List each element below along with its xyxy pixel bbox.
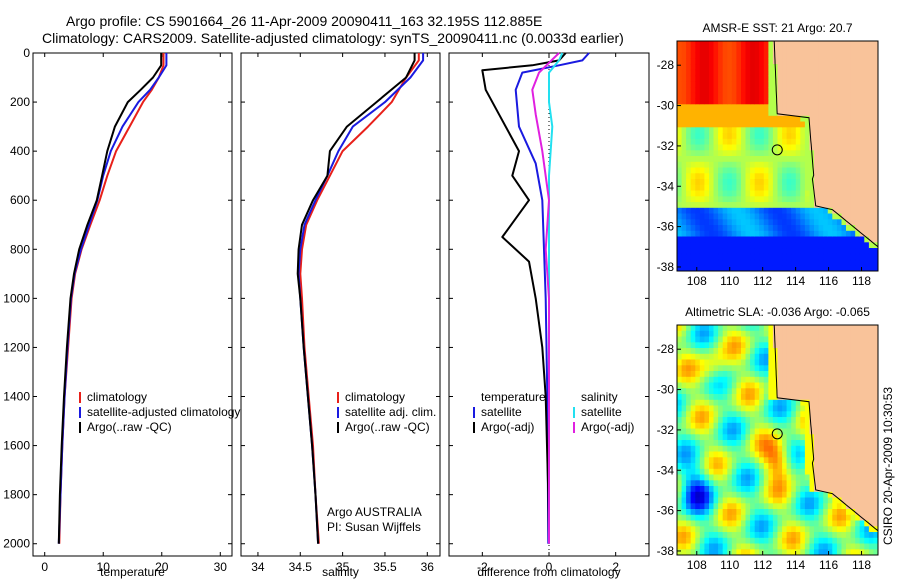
map-field	[677, 41, 878, 271]
series-line-2	[57, 53, 163, 544]
x-tick-label: 114	[786, 274, 805, 288]
map-field	[677, 325, 878, 555]
annotation-label: Argo AUSTRALIA	[327, 505, 422, 519]
x-tick-label: 2	[612, 560, 619, 574]
coastline	[773, 325, 878, 532]
x-tick-label: 116	[819, 558, 838, 572]
plot-frame	[32, 52, 233, 557]
x-tick-label: 35.5	[373, 560, 397, 574]
x-tick-label: 34	[251, 560, 265, 574]
y-tick-label: -28	[657, 58, 675, 72]
argo-location-marker	[771, 144, 783, 156]
x-tick-label: 0	[546, 560, 553, 574]
x-axis-label: temperature	[100, 565, 165, 579]
x-tick-label: 10	[97, 560, 111, 574]
legend-label: satellite adj. clim.	[345, 405, 436, 419]
y-tick-label: -30	[657, 383, 675, 397]
legend-label: climatology	[87, 390, 147, 404]
plot-frame	[240, 52, 441, 557]
y-tick-label: 600	[10, 193, 30, 207]
y-tick-label: -32	[657, 139, 675, 153]
x-tick-label: 118	[852, 274, 871, 288]
credit-label: CSIRO 20-Apr-2009 10:30:53	[881, 387, 895, 545]
y-tick-label: 1400	[3, 390, 30, 404]
legend-label: satellite-adjusted climatology	[87, 405, 240, 419]
legend-label: temperature	[481, 390, 546, 404]
annotation-label: PI: Susan Wijffels	[327, 520, 421, 534]
x-tick-label: 34.5	[289, 560, 313, 574]
title-line-1: Argo profile: CS 5901664_26 11-Apr-2009 …	[66, 13, 542, 29]
x-tick-label: 114	[786, 558, 805, 572]
legend-label: satellite	[581, 405, 622, 419]
legend-label: Argo(..raw -QC)	[345, 420, 430, 434]
y-tick-label: 200	[10, 95, 30, 109]
map-title: AMSR-E SST: 21 Argo: 20.7	[702, 21, 852, 35]
series-line-2	[548, 52, 564, 544]
x-tick-label: 30	[214, 560, 228, 574]
y-tick-label: 1800	[3, 488, 30, 502]
argo-location-marker	[771, 428, 783, 440]
y-tick-label: 400	[10, 144, 30, 158]
x-tick-label: 116	[819, 274, 838, 288]
y-tick-label: -36	[657, 220, 675, 234]
x-tick-label: 110	[720, 274, 739, 288]
x-tick-label: 112	[753, 274, 772, 288]
legend-label: salinity	[581, 390, 618, 404]
y-tick-label: 1200	[3, 340, 30, 354]
sst-map: AMSR-E SST: 21 Argo: 20.7 108 110 112 114 116…	[657, 21, 879, 288]
x-tick-label: 0	[41, 560, 48, 574]
series-line-2	[296, 53, 416, 544]
series-line-1	[481, 52, 567, 544]
x-axis-label: difference from climatology	[477, 565, 620, 579]
y-tick-label: 2000	[3, 537, 30, 551]
temperature-panel: 0 200 400 600 800 1000 1200 1400 1600 1800 2000 0 10…	[3, 46, 240, 579]
map-frame	[676, 324, 879, 556]
legend-label: Argo(..raw -QC)	[87, 420, 172, 434]
title-line-2: Climatology: CARS2009. Satellite-adjuste…	[42, 30, 624, 46]
sla-map: Altimetric SLA: -0.036 Argo: -0.065 108 11…	[657, 305, 879, 572]
y-tick-label: 1000	[3, 291, 30, 305]
x-tick-label: 108	[687, 558, 707, 572]
x-tick-label: 110	[720, 558, 739, 572]
x-tick-label: 36	[421, 560, 435, 574]
y-tick-label: -38	[657, 260, 675, 274]
x-tick-label: 118	[852, 558, 871, 572]
y-tick-label: -32	[657, 423, 675, 437]
x-tick-label: -2	[477, 560, 488, 574]
y-tick-label: -36	[657, 504, 675, 518]
y-tick-label: -38	[657, 544, 675, 558]
y-tick-label: 1600	[3, 439, 30, 453]
y-tick-label: -34	[657, 463, 675, 477]
y-tick-label: 800	[10, 242, 30, 256]
map-title: Altimetric SLA: -0.036 Argo: -0.065	[685, 305, 870, 319]
legend-label: Argo(-adj)	[581, 420, 634, 434]
y-tick-label: -28	[657, 342, 675, 356]
coastline	[773, 41, 878, 248]
y-tick-label: 0	[23, 46, 30, 60]
map-frame	[676, 40, 879, 272]
x-tick-label: 20	[155, 560, 169, 574]
salinity-panel: 34 34.5 35 35.5 36 salinity climatologysatelli…	[240, 52, 441, 579]
legend-label: climatology	[345, 390, 405, 404]
series-line-3	[531, 52, 560, 544]
legend-label: Argo(-adj)	[481, 420, 534, 434]
x-tick-label: 35	[336, 560, 350, 574]
x-tick-label: 108	[687, 274, 707, 288]
x-tick-label: 112	[753, 558, 772, 572]
x-axis-label: salinity	[322, 565, 359, 579]
legend-label: satellite	[481, 405, 522, 419]
series-line-0	[514, 52, 590, 544]
y-tick-label: -34	[657, 179, 675, 193]
y-tick-label: -30	[657, 99, 675, 113]
